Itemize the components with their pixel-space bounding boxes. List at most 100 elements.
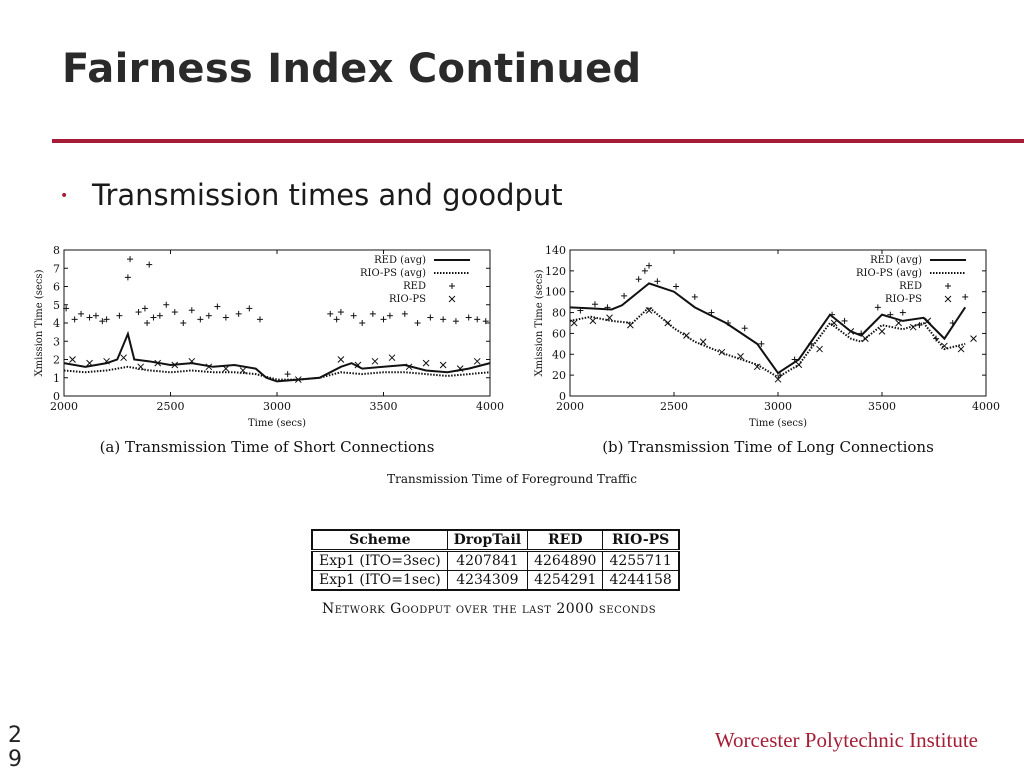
- data-point: [816, 345, 823, 353]
- data-point: [699, 338, 707, 346]
- y-tick-label: 1: [53, 372, 60, 385]
- bullet-marker: •: [60, 188, 69, 204]
- y-tick-label: 0: [53, 390, 60, 403]
- table-cell: 4255711: [602, 550, 680, 571]
- table-header-row: Scheme DropTail RED RIO-PS: [311, 529, 680, 552]
- data-point: [862, 335, 869, 342]
- data-point: [371, 357, 379, 365]
- y-axis-label: Xmission Time (secs): [534, 269, 545, 376]
- data-point: [294, 376, 302, 383]
- data-point: [962, 293, 969, 300]
- data-point: [465, 314, 472, 321]
- data-point: [327, 310, 334, 317]
- data-point: [916, 322, 923, 329]
- legend-label: RED (avg): [870, 255, 922, 266]
- data-point: [380, 316, 387, 323]
- data-point: [333, 316, 340, 323]
- data-point: [222, 365, 230, 372]
- data-point: [440, 316, 447, 323]
- x-axis-label: Time (secs): [248, 418, 306, 429]
- data-point: [78, 310, 85, 317]
- data-point: [103, 357, 110, 365]
- data-point: [841, 317, 848, 324]
- y-tick-label: 20: [552, 369, 566, 382]
- data-point: [137, 363, 145, 371]
- legend-label: RIO-PS (avg): [856, 268, 922, 279]
- data-point: [635, 276, 642, 283]
- data-point: [92, 312, 99, 319]
- y-tick-label: 2: [53, 354, 60, 367]
- data-point: [829, 311, 836, 318]
- x-tick-label: 4000: [476, 400, 504, 413]
- data-point: [116, 312, 123, 319]
- table-cell: 4207841: [446, 550, 529, 571]
- legend-swatch: [944, 295, 952, 303]
- y-tick-label: 40: [552, 348, 566, 361]
- data-point: [163, 301, 170, 308]
- data-point: [808, 340, 815, 347]
- data-point: [591, 301, 598, 308]
- data-point: [753, 363, 761, 371]
- data-point: [941, 342, 948, 350]
- table-header-cell: RED: [527, 529, 604, 552]
- data-point: [120, 354, 127, 362]
- page-number: 29: [8, 723, 22, 772]
- data-point: [957, 345, 965, 353]
- data-point: [146, 261, 153, 268]
- data-point: [205, 312, 212, 319]
- plot-frame: [63, 249, 491, 397]
- data-point: [86, 359, 93, 367]
- data-point: [691, 293, 698, 300]
- data-point: [188, 357, 196, 365]
- legend-swatch: [449, 283, 455, 289]
- table-row: Exp1 (ITO=1sec) 4234309 4254291 4244158: [311, 570, 680, 591]
- data-point: [899, 309, 906, 316]
- data-point: [69, 356, 76, 363]
- data-point: [86, 314, 93, 321]
- data-point: [482, 318, 489, 325]
- data-point: [774, 375, 782, 383]
- y-tick-label: 7: [53, 262, 60, 275]
- data-point: [858, 330, 865, 337]
- data-point: [673, 283, 680, 290]
- data-point: [725, 320, 732, 326]
- data-point: [895, 319, 902, 327]
- data-point: [970, 335, 977, 342]
- data-point: [909, 323, 917, 331]
- data-point: [337, 356, 345, 363]
- y-tick-label: 0: [559, 390, 566, 403]
- data-point: [103, 316, 110, 323]
- data-point: [949, 320, 956, 326]
- data-point: [645, 307, 653, 314]
- data-point: [570, 319, 578, 327]
- data-point: [337, 309, 344, 316]
- y-tick-label: 120: [545, 265, 566, 278]
- data-point: [171, 309, 178, 316]
- data-point: [708, 309, 715, 316]
- data-point: [427, 314, 434, 321]
- data-point: [422, 359, 430, 367]
- y-tick-label: 4: [53, 317, 60, 330]
- legend-label: RED: [403, 281, 426, 292]
- y-tick-label: 3: [53, 335, 60, 348]
- x-tick-label: 4000: [972, 400, 1000, 413]
- y-tick-label: 100: [545, 286, 566, 299]
- data-point: [222, 314, 229, 321]
- data-point: [874, 304, 881, 311]
- table-caption: Network Goodput over the last 2000 secon…: [322, 601, 657, 617]
- x-tick-label: 2500: [660, 400, 688, 413]
- data-point: [589, 317, 597, 325]
- data-point: [405, 363, 413, 371]
- data-point: [847, 327, 855, 335]
- data-point: [154, 359, 162, 367]
- data-point: [758, 340, 765, 347]
- data-point: [284, 371, 291, 378]
- x-tick-label: 2000: [556, 400, 584, 413]
- table-cell: Exp1 (ITO=1sec): [311, 570, 448, 591]
- data-point: [414, 320, 421, 326]
- data-point: [235, 310, 242, 317]
- legend-swatch: [448, 295, 456, 303]
- legend-swatch: [945, 283, 951, 289]
- x-tick-label: 2500: [157, 400, 185, 413]
- chart-long-connections: 2000 2500 3000 3500 4000 0 20 40 60 80 100 120 140 Ti…: [534, 244, 1000, 456]
